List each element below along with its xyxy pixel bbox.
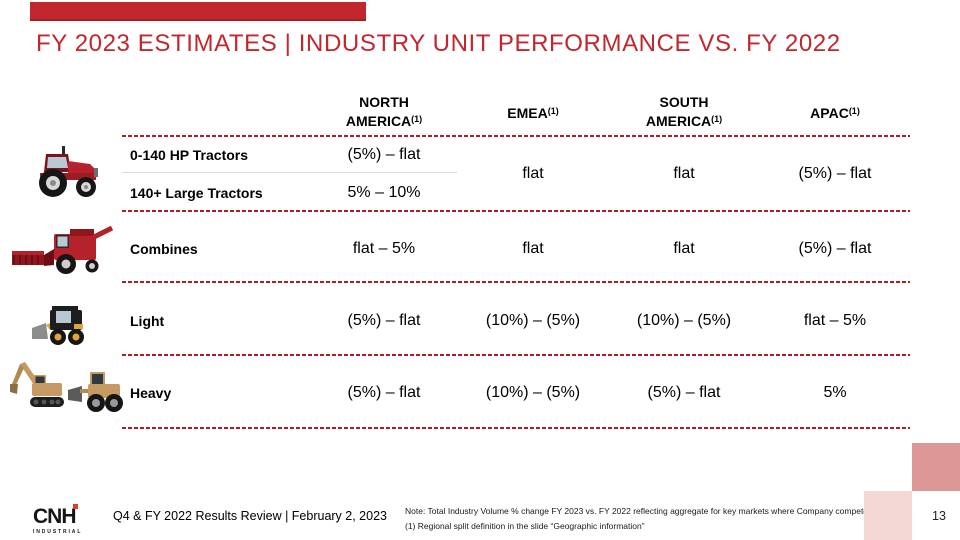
page-number: 13	[932, 509, 946, 523]
footnote-marker: (1)	[547, 105, 559, 116]
cell-combines-apac: (5%) – flat	[798, 240, 872, 257]
cell-light-sa: (10%) – (5%)	[636, 312, 732, 329]
page-title: FY 2023 ESTIMATES | INDUSTRY UNIT PERFOR…	[36, 30, 841, 57]
tractor-rows-divider	[122, 172, 457, 173]
cell-light-emea: (10%) – (5%)	[485, 312, 581, 329]
footnote-marker: (1)	[848, 105, 860, 116]
row-label-large-tractors: 140+ Large Tractors	[130, 185, 263, 201]
decorative-square-light	[864, 491, 912, 540]
footer-presentation-title: Q4 & FY 2022 Results Review | February 2…	[113, 509, 387, 523]
header-apac-line1: APAC	[810, 104, 849, 121]
cnh-industrial-logo: CNH INDUSTRIAL	[33, 504, 85, 535]
cell-heavy-emea: (10%) – (5%)	[485, 384, 581, 401]
header-sa-line1: SOUTH	[659, 94, 709, 110]
cell-heavy-apac: 5%	[823, 384, 847, 401]
header-na-line2: AMERICA	[345, 113, 412, 129]
row-label-light: Light	[130, 313, 165, 329]
cell-light-apac: flat – 5%	[803, 312, 867, 329]
footnote-total-industry: Note: Total Industry Volume % change FY …	[405, 506, 875, 516]
cell-tractors-sa: flat	[673, 165, 695, 182]
cell-heavy-na: (5%) – flat	[347, 384, 421, 401]
cell-combines-na: flat – 5%	[352, 240, 416, 257]
column-header-north-america: NORTH AMERICA(1)	[308, 88, 460, 136]
cell-combines-emea: flat	[522, 240, 544, 257]
header-emea-line1: EMEA	[507, 104, 548, 121]
row-label-combines: Combines	[130, 241, 198, 257]
cell-small-tractors-na: (5%) – flat	[347, 146, 421, 163]
column-header-apac: APAC(1)	[760, 88, 910, 136]
combine-harvester-icon	[12, 225, 114, 274]
column-header-south-america: SOUTH AMERICA(1)	[608, 88, 760, 136]
footnote-marker: (1)	[711, 114, 723, 124]
footnote-marker: (1)	[411, 114, 423, 124]
dashed-separator	[122, 354, 910, 356]
footnote-regional-split: (1) Regional split definition in the sli…	[405, 521, 645, 531]
dashed-separator	[122, 427, 910, 429]
row-label-small-tractors: 0-140 HP Tractors	[130, 147, 249, 163]
cell-heavy-sa: (5%) – flat	[647, 384, 721, 401]
cell-tractors-emea: flat	[522, 165, 544, 182]
column-header-emea: EMEA(1)	[458, 88, 608, 136]
title-accent-bar	[30, 2, 366, 21]
logo-wordmark: CNH	[33, 504, 78, 528]
decorative-square-dark	[912, 443, 960, 491]
dashed-separator	[122, 281, 910, 283]
cell-combines-sa: flat	[673, 240, 695, 257]
header-na-line1: NORTH	[359, 94, 409, 110]
cell-tractors-apac: (5%) – flat	[798, 165, 872, 182]
dashed-separator	[122, 210, 910, 212]
tractor-icon	[39, 146, 98, 197]
row-label-heavy: Heavy	[130, 385, 172, 401]
logo-subtitle: INDUSTRIAL	[33, 529, 83, 535]
cell-large-tractors-na: 5% – 10%	[347, 184, 421, 201]
header-sa-line2: AMERICA	[645, 113, 712, 129]
dashed-separator	[122, 135, 910, 137]
skid-steer-loader-icon	[32, 306, 84, 345]
logo-red-dot	[72, 504, 78, 509]
cell-light-na: (5%) – flat	[347, 312, 421, 329]
excavator-and-wheel-loader-icon	[10, 362, 123, 412]
